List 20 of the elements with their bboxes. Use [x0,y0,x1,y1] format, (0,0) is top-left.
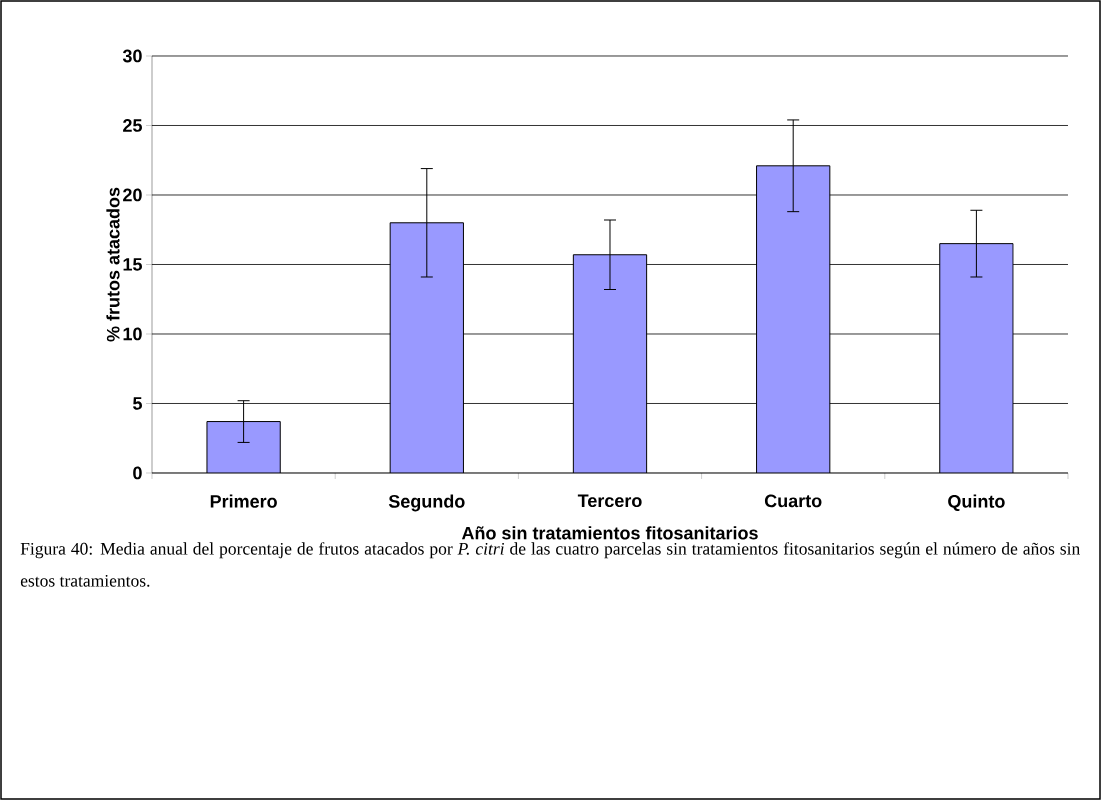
text: Figura 40: Media anual del porcentaje de frutos atacados por P. citri de las cuatro parcelas sin tratamientos fitosanitarios según el número de años sin estos tratamientos. [20,542,1080,587]
x-axis-title: Año sin tratamientos fitosanitarios [461,526,758,540]
y-tick-label: 15 [123,258,142,271]
y-tick-label: 25 [123,119,142,132]
y-tick-label: 20 [123,188,142,202]
y-tick-label: 5 [133,397,142,410]
x-tick-label: Cuarto [764,494,822,508]
x-tick-label: Tercero [577,494,642,508]
bar [756,165,831,473]
bar [572,254,648,473]
y-axis-title: % frutos atacados [106,187,120,342]
x-tick-label: Primero [210,494,277,508]
bar [389,222,464,473]
bar [206,421,281,473]
x-tick-label: Quinto [948,494,1005,512]
y-tick-label: 0 [133,466,142,480]
y-tick-label: 30 [122,49,142,63]
y-tick-label: 10 [123,327,142,341]
x-tick-label: Segundo [388,494,465,512]
bar [939,243,1014,473]
